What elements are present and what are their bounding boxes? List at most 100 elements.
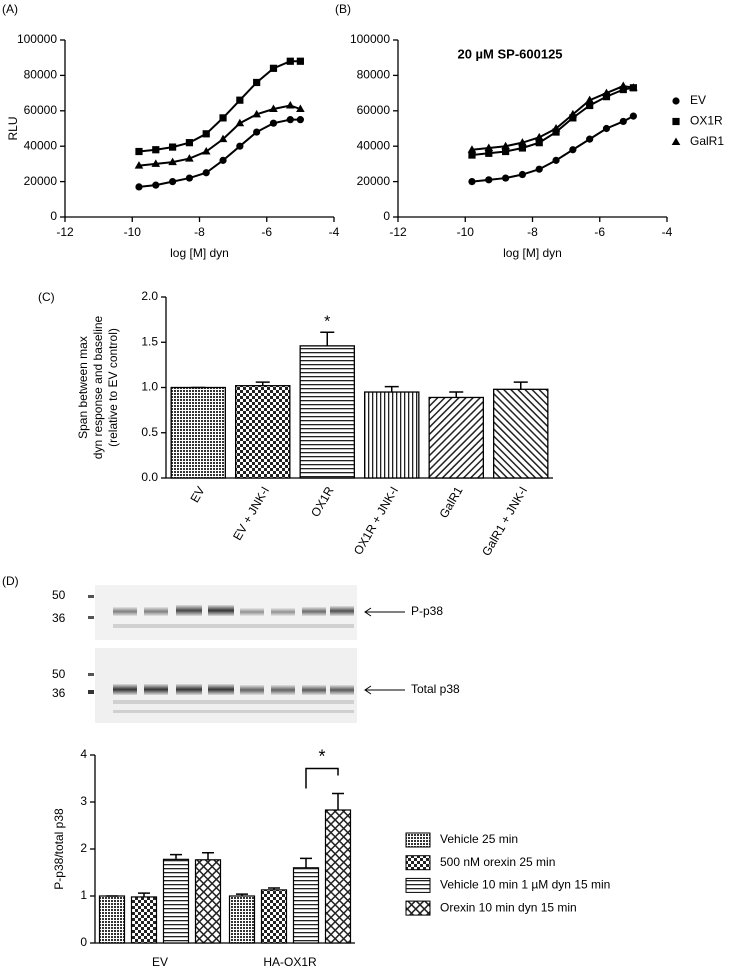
bar [324, 809, 352, 944]
x-tick-label: -8 [527, 225, 538, 239]
marker [169, 178, 177, 186]
marker [618, 81, 628, 90]
legend-label: Orexin 10 min dyn 15 min [440, 900, 577, 914]
marker [671, 137, 681, 145]
marker [586, 101, 594, 110]
error-bar [384, 385, 399, 393]
y-axis-label: P-p38/total p38 [52, 808, 66, 890]
marker [296, 57, 304, 65]
bar [299, 345, 355, 479]
marker [269, 119, 278, 127]
y-tick-label: 2 [80, 841, 87, 855]
legend-label: GalR1 [690, 134, 724, 148]
marker [534, 132, 544, 141]
marker [586, 135, 594, 143]
y-axis-label: Span between max [76, 336, 90, 439]
x-tick-label: GalR1 [436, 484, 465, 521]
marker [134, 161, 144, 169]
x-tick-label: HA-OX1R [263, 955, 317, 969]
x-tick-label: EV + JNK-I [230, 484, 272, 543]
marker [585, 95, 594, 104]
fit-line [138, 118, 301, 188]
y-tick-label: 1 [80, 888, 87, 902]
x-tick-label: -6 [594, 225, 605, 239]
x-tick-label: -4 [662, 225, 673, 239]
annotation: * [318, 746, 325, 766]
marker [518, 138, 527, 146]
bar [493, 388, 549, 479]
marker [285, 100, 295, 109]
marker [502, 174, 510, 182]
marker [296, 116, 304, 124]
marker [135, 147, 143, 156]
bar [228, 895, 256, 944]
error-bar [255, 381, 270, 386]
legend-swatch [405, 900, 431, 916]
marker [252, 109, 261, 118]
y-tick-label: 3 [80, 794, 87, 808]
legend-label: Vehicle 25 min [440, 832, 518, 846]
marker [484, 143, 494, 151]
marker [185, 154, 194, 162]
legend-swatch [405, 832, 431, 848]
band-label: P-p38 [411, 604, 443, 618]
y-tick-label: 0.5 [141, 425, 158, 439]
y-tick-label: 1.5 [141, 334, 158, 348]
x-tick-label: EV [152, 955, 168, 969]
bar [170, 386, 226, 479]
y-tick-label: 1.0 [141, 380, 158, 394]
x-tick-label: -12 [389, 225, 407, 239]
bar [364, 391, 420, 479]
y-tick-label: 100000 [350, 32, 390, 46]
marker [467, 145, 477, 153]
x-tick-label: OX1R [308, 484, 337, 520]
error-bar [300, 857, 312, 868]
x-axis-label: log [M] dyn [170, 246, 229, 260]
x-tick-label: -10 [457, 225, 475, 239]
bar [235, 385, 291, 479]
y-tick-label: 60000 [357, 103, 391, 117]
legend-label: 500 nM orexin 25 min [440, 855, 555, 869]
marker [629, 112, 637, 120]
marker [619, 117, 627, 126]
y-axis-label: RLU [6, 116, 20, 140]
marker [619, 85, 627, 94]
marker [152, 146, 160, 154]
blot-image [88, 585, 405, 723]
y-tick-label: 2.0 [141, 289, 158, 303]
marker [202, 130, 210, 138]
marker [269, 104, 278, 113]
panel-label: (A) [2, 2, 18, 16]
fit-line [138, 60, 301, 153]
marker [485, 149, 493, 157]
marker [629, 83, 638, 91]
panel-label: (C) [38, 290, 55, 304]
x-tick-label: GalR1 + JNK-I [479, 484, 530, 558]
marker [602, 88, 611, 97]
y-tick-label: 80000 [357, 68, 391, 82]
x-axis-label: log [M] dyn [503, 246, 562, 260]
y-axis-label: (relative to EV control) [106, 328, 120, 447]
error-bar [202, 852, 214, 860]
marker [501, 141, 510, 150]
y-tick-label: 0.0 [141, 470, 158, 484]
panel-label: (B) [335, 2, 351, 16]
error-bar [236, 893, 248, 896]
marker [468, 178, 476, 186]
y-tick-label: 100000 [17, 32, 57, 46]
marker [236, 96, 244, 104]
legend-label: Vehicle 10 min 1 µM dyn 15 min [440, 878, 610, 892]
marker [535, 139, 543, 147]
marker [672, 117, 680, 126]
legend-label: EV [690, 93, 706, 107]
marker [518, 170, 527, 179]
marker [568, 109, 578, 118]
marker [219, 156, 227, 164]
bar [130, 896, 158, 944]
panel-label: (D) [2, 574, 19, 588]
fit-line [471, 115, 634, 183]
y-tick-label: 40000 [24, 138, 58, 152]
marker [552, 128, 560, 136]
mw-marker: 36 [52, 611, 66, 625]
marker [185, 174, 194, 182]
